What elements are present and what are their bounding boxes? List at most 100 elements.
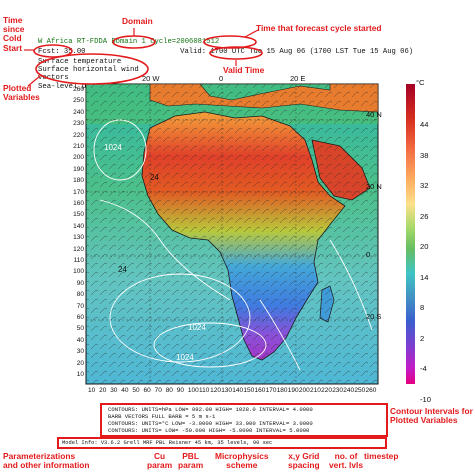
x-tick-label: 20 [99,387,107,394]
x-tick-label: 10 [88,387,96,394]
legend-unit: °C [416,78,425,87]
header-line-1: W Africa RT-FDDA Domain 1 Cycle=20060815… [38,38,219,46]
header-cycle-label: Cycle= [150,38,177,46]
x-tick-label: 30 [110,387,118,394]
header-title: W Africa RT-FDDA [38,38,108,46]
header-fcst-value: 35.00 [63,48,86,56]
x-tick-label: 140 [232,387,244,394]
header-valid-rest: Tue 15 Aug 06 (1700 LST Tue 15 Aug 06) [249,48,414,56]
model-info-bar: Model Info: V3.6.2 Grell MRF PBL Reisner… [57,437,387,449]
y-tick-label: 20 [76,359,84,367]
y-tick-label: 100 [73,268,84,276]
lat-label-40n: 40 N [366,110,382,119]
legend-tick-label: -10 [420,394,431,404]
isobar-contours [93,119,373,371]
x-tick-label: 230 [332,387,344,394]
y-tick-label: 10 [76,371,84,378]
variable-surface-wind-vectors: Surface horizontal wind vectors [38,66,139,83]
header-valid-value: 1700 UTC [210,48,245,56]
x-tick-label: 180 [276,387,288,394]
header-cycle-value: 2006081512 [176,38,220,46]
y-tick-label: 210 [73,143,84,150]
y-tick-label: 200 [73,154,84,162]
legend-tick-label: 32 [420,181,429,190]
legend-tick-label: 26 [420,211,429,221]
y-tick-label: 160 [73,200,84,207]
y-tick-label: 110 [73,257,84,264]
x-tick-label: 250 [354,387,366,394]
y-tick-label: 170 [73,188,84,196]
x-tick-label: 80 [165,387,173,394]
x-tick-label: 200 [298,387,310,394]
x-tick-label: 70 [154,387,162,394]
y-tick-label: 90 [76,279,84,287]
legend-tick-label: 20 [420,242,429,251]
y-tick-label: 220 [73,131,84,139]
contour-info-box: CONTOURS: UNITS=hPa LOW= 992.00 HIGH= 10… [100,403,388,437]
annotation-timestep: timestep [364,451,399,461]
y-tick-label: 230 [73,120,84,128]
y-tick-label: 70 [76,302,84,310]
y-tick-label: 130 [73,234,84,242]
x-tick-label: 240 [343,387,355,394]
y-tick-label: 140 [73,222,84,230]
header-fcst-label: Fcst: [38,48,60,56]
annotation-plotted-variables: Plotted Variables [3,83,40,103]
y-tick-label: 180 [73,177,84,185]
y-tick-label: 150 [73,211,84,219]
annotation-cu-param: Cu param [147,451,173,471]
x-tick-label: 210 [310,387,321,394]
annotation-pbl-param: PBL param [178,451,204,471]
x-tick-label: 120 [210,387,221,394]
variable-surface-temperature: Surface temperature [38,58,122,66]
lat-label-20n: 20 N [366,182,382,191]
contour-info-row-3: CONTOURS: UNITS=°C LOW= -3.0000 HIGH= 33… [108,420,313,427]
annotation-grid-spacing: x,y Grid spacing [288,451,320,471]
annotation-arrows [24,28,259,87]
annotation-callouts [33,35,263,85]
x-tick-label: 110 [199,387,210,394]
y-tick-label: 260 [73,86,84,93]
y-tick-label: 30 [76,348,84,356]
temp-label-1: 24 [150,173,159,182]
y-tick-label: 80 [76,291,84,299]
legend-colorbar [406,84,415,384]
legend-tick-label: 38 [420,150,429,160]
header-line-2: Fcst: 35.00 Valid: 1700 UTC Tue 15 Aug 0… [38,48,413,56]
y-tick-label: 50 [76,325,84,333]
lon-label-20e: 20 E [290,74,306,83]
x-tick-label: 220 [321,387,332,394]
lon-label-20w: 20 W [142,74,160,83]
header-valid-label: Valid: [180,48,207,56]
x-tick-label: 60 [143,387,151,394]
high-label-2: 1024 [176,353,194,362]
y-tick-label: 240 [73,108,84,116]
y-tick-label: 60 [76,314,84,321]
lon-label-0: 0 [219,74,224,83]
x-tick-label: 260 [365,387,377,394]
plotted-variables-list: Surface temperature Surface horizontal w… [38,58,172,91]
annotation-vert-levels: no. of vert. lvls [329,451,363,471]
x-tick-label: 90 [176,387,185,394]
annotation-contour-intervals: Contour Intervals for Plotted Variables [390,406,473,426]
y-tick-label: 120 [73,245,84,253]
x-tick-label: 160 [254,387,266,394]
contour-info-row-4: CONTOURS: UNITS= LOW= -50.000 HIGH= -5.0… [108,427,310,434]
wind-barb-overlay [86,84,378,384]
annotation-valid-time: Valid Time [223,65,265,75]
contour-info-row-1: CONTOURS: UNITS=hPa LOW= 992.00 HIGH= 10… [108,406,313,413]
header-domain-value: Domain 1 [111,38,146,46]
temperature-color-legend: °C 44 38 32 26 20 14 8 2 -4 -10 [394,78,438,404]
legend-tick-label: -4 [420,364,427,373]
y-tick-label: 250 [73,97,84,105]
x-tick-label: 100 [187,387,199,394]
x-tick-label: 50 [132,387,140,394]
legend-tick-label: 2 [420,333,425,343]
high-label-1: 1024 [188,323,206,332]
lat-label-20s: 20 S [366,312,382,321]
annotation-microphysics: Microphysics scheme [215,451,269,471]
contour-info-row-2: BARB VECTORS FULL BARB = 5 m s-1 [108,413,216,420]
annotation-time-since-cold-start: Time since Cold Start [3,15,25,53]
x-tick-label: 170 [265,387,277,394]
